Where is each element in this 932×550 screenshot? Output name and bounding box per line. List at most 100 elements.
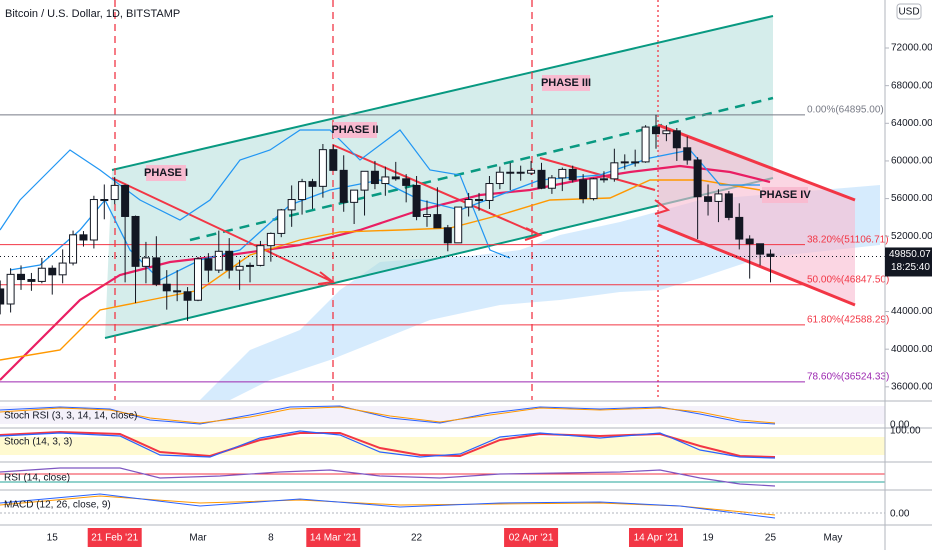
y-tick-label: 60000.00	[891, 156, 932, 167]
candles	[0, 114, 885, 383]
candle-body	[235, 265, 244, 271]
candle-body	[443, 227, 452, 244]
candle-body	[651, 126, 660, 135]
y-tick-label: 64000.00	[891, 118, 932, 129]
candle-body	[610, 162, 619, 180]
indicator-panes: Stoch RSI (3, 3, 14, 14, close) Stoch (1…	[0, 400, 932, 526]
candle-body	[204, 258, 213, 271]
x-tick-label: May	[823, 533, 842, 544]
indicator-axis-label: 0.00	[890, 509, 910, 520]
fib-label: 61.80%(42588.29)	[807, 314, 889, 325]
candle-body	[287, 199, 296, 211]
candle-body	[162, 283, 171, 292]
falling-bottom	[657, 223, 856, 307]
candle-body	[360, 170, 369, 191]
candle-body	[620, 161, 629, 164]
falling-top	[657, 123, 856, 202]
indicator-axis-label: 0.00	[890, 420, 910, 431]
candle-body	[318, 149, 327, 187]
axes: USD 72000.00 68000.00 64000.00 60000.00 5600…	[47, 0, 932, 550]
phase-box	[333, 122, 377, 138]
x-tick-label: 22	[411, 533, 423, 544]
last-price: 49850.07	[889, 249, 931, 260]
candle-body	[6, 273, 15, 305]
indicator-label: RSI (14, close)	[4, 473, 70, 484]
phase-label: PHASE I	[144, 167, 188, 179]
candle-body	[350, 189, 359, 203]
x-tick-label: 02 Apr '21	[509, 533, 554, 544]
candle-body	[381, 176, 390, 185]
y-tick-label: 52000.00	[891, 231, 932, 242]
channel-mid	[189, 96, 774, 242]
candle-body	[69, 234, 78, 264]
phase-label: PHASE IV	[759, 189, 811, 201]
candle-body	[766, 253, 775, 257]
candle-body	[485, 183, 494, 201]
candle-body	[516, 171, 525, 174]
y-tick-label: 56000.00	[891, 193, 932, 204]
x-tick-highlight	[87, 528, 142, 547]
candle-body	[121, 184, 130, 217]
last-price-box	[885, 247, 932, 277]
indicator-label: MACD (12, 26, close, 9)	[4, 500, 111, 511]
fib-label: 38.20%(51106.71)	[807, 234, 889, 245]
candle-body	[246, 264, 255, 267]
candle-body	[495, 171, 504, 185]
candle-body	[568, 168, 577, 181]
candle-body	[308, 181, 317, 187]
candle-body	[422, 214, 431, 217]
candle-body	[79, 234, 88, 241]
x-tick-label: 14 Mar '21	[310, 533, 357, 544]
candle-body	[48, 267, 57, 276]
candle-body	[266, 232, 275, 247]
fib-label: 78.60%(36524.33)	[807, 372, 889, 383]
candle-body	[100, 199, 109, 202]
y-tick-label: 36000.00	[891, 381, 932, 392]
ma	[0, 164, 771, 381]
candle-body	[214, 250, 223, 271]
candle-body	[683, 147, 692, 161]
channel-fill	[105, 16, 773, 338]
candle-body	[370, 170, 379, 185]
candle-body	[547, 177, 556, 189]
chikou	[0, 129, 511, 259]
candle-body	[329, 149, 338, 171]
x-tick-highlight	[504, 528, 559, 547]
candle-body	[412, 184, 421, 217]
band	[0, 437, 885, 455]
candle-body	[433, 214, 442, 229]
candle-body	[506, 171, 515, 174]
x-tick-label: 14 Apr '21	[634, 533, 679, 544]
currency-box	[896, 3, 922, 20]
fib-label: 50.00%(46847.50)	[807, 274, 889, 285]
candle-body	[537, 169, 546, 189]
y-tick-label: 72000.00	[891, 43, 932, 54]
chart-title: Bitcoin / U.S. Dollar, 1D, BITSTAMP	[5, 8, 180, 20]
candle-body	[183, 291, 192, 301]
channel-top	[111, 15, 774, 171]
phase-label: PHASE III	[541, 77, 591, 89]
countdown: 18:25:40	[891, 262, 930, 273]
candle-body	[277, 209, 286, 234]
candle-body	[475, 199, 484, 202]
labels: PHASE I PHASE II PHASE III PHASE IV Bitc…	[5, 8, 889, 383]
candle-body	[152, 257, 161, 285]
x-tick-highlight	[306, 528, 361, 547]
candle-body	[298, 181, 307, 201]
candle-body	[527, 169, 536, 174]
band	[0, 406, 885, 424]
stoch-k	[0, 430, 776, 459]
stochrsi-d	[0, 406, 776, 424]
x-tick-label: Mar	[189, 533, 207, 544]
phase-box	[542, 75, 590, 91]
candle-body	[131, 215, 140, 267]
drawings	[0, 0, 880, 525]
phase-box	[762, 187, 808, 203]
y-tick-label: 44000.00	[891, 306, 932, 317]
x-tick-label: 21 Feb '21	[91, 533, 138, 544]
candle-body	[599, 178, 608, 181]
candle-body	[89, 199, 98, 241]
x-tick-label: 15	[47, 533, 59, 544]
candle-body	[339, 169, 348, 203]
candle-body	[464, 199, 473, 208]
